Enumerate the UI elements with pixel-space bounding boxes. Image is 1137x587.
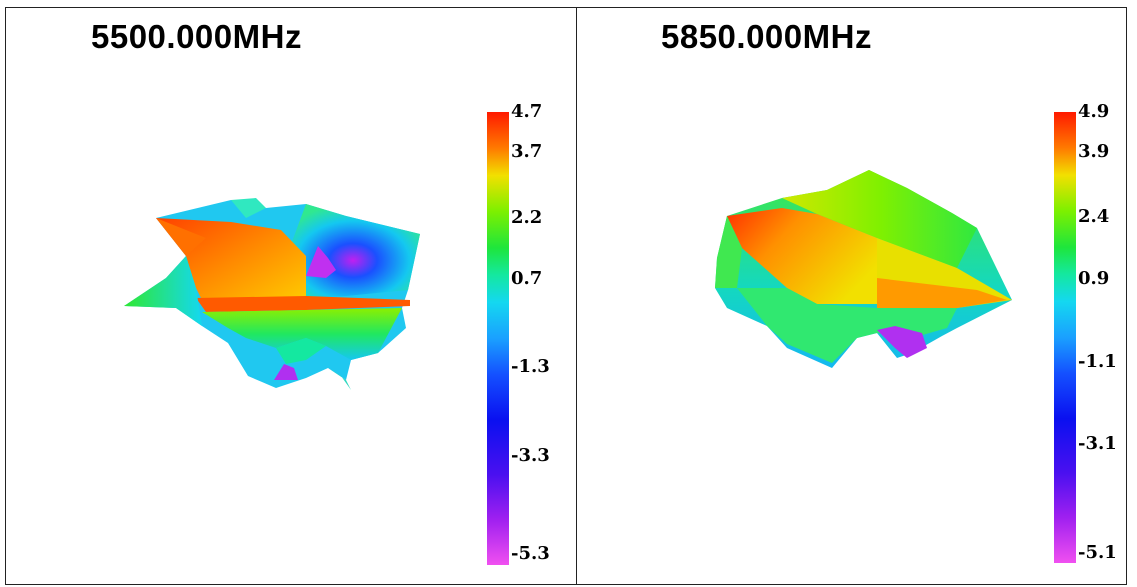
scale-tick-label: 2.2 bbox=[511, 207, 543, 228]
radiation-pattern-3d bbox=[124, 198, 420, 390]
scale-tick-label: 0.9 bbox=[1078, 268, 1110, 289]
radiation-pattern-3d bbox=[715, 170, 1012, 368]
pattern-panel-5850: 5850.000MHz 4.9 3.9 bbox=[577, 8, 1126, 584]
color-scale-bar bbox=[1054, 112, 1076, 563]
scale-tick-label: -1.1 bbox=[1078, 351, 1117, 372]
scale-tick-label: 0.7 bbox=[511, 268, 543, 289]
scale-tick-label: -3.1 bbox=[1078, 433, 1117, 454]
color-scale: 4.7 3.7 2.2 0.7 -1.3 -3.3 -5.3 bbox=[487, 103, 550, 565]
scale-tick-label: 4.9 bbox=[1078, 101, 1110, 122]
color-scale: 4.9 3.9 2.4 0.9 -1.1 -3.1 -5.1 bbox=[1054, 103, 1117, 563]
scale-tick-label: 3.9 bbox=[1078, 141, 1110, 162]
scale-tick-label: -1.3 bbox=[511, 356, 550, 377]
figure-frame bbox=[5, 7, 1127, 585]
panel-title: 5500.000MHz bbox=[91, 18, 302, 55]
scale-tick-label: 2.4 bbox=[1078, 206, 1110, 227]
scale-tick-label: -3.3 bbox=[511, 445, 550, 466]
scale-tick-label: -5.3 bbox=[511, 543, 550, 564]
pattern-panel-5500: 5500.000MHz bbox=[6, 8, 576, 584]
panel-title: 5850.000MHz bbox=[661, 18, 872, 55]
panel-divider bbox=[576, 7, 577, 585]
scale-tick-label: 4.7 bbox=[511, 101, 543, 122]
scale-tick-label: 3.7 bbox=[511, 141, 543, 162]
scale-tick-label: -5.1 bbox=[1078, 542, 1117, 563]
color-scale-bar bbox=[487, 112, 509, 565]
